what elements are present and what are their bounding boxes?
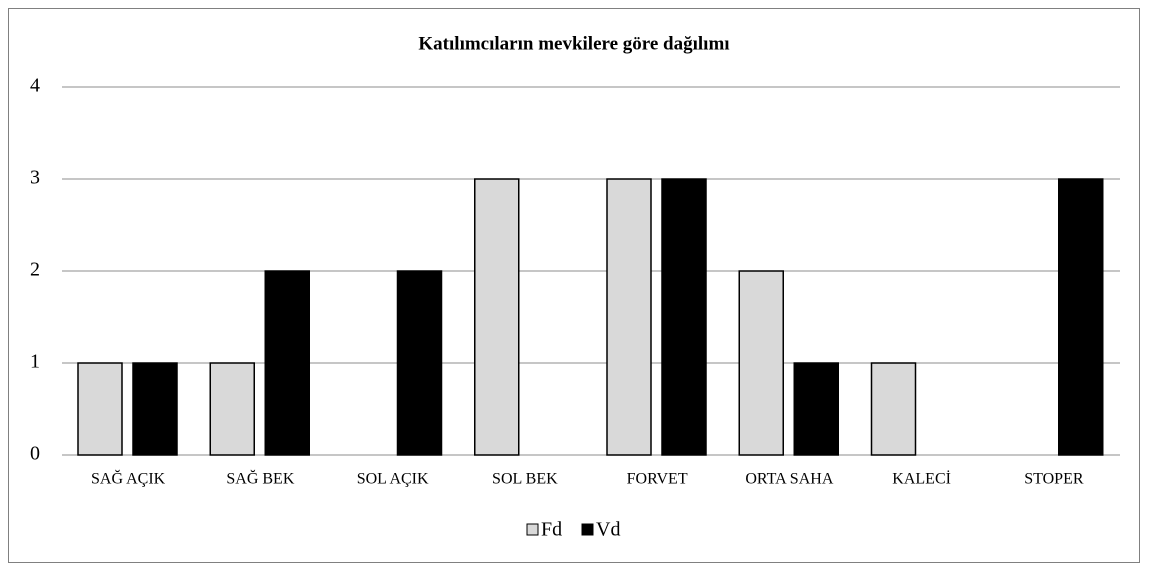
bar <box>396 270 443 456</box>
bar <box>77 362 123 456</box>
bar <box>264 270 310 456</box>
x-tick-label: SAĞ BEK <box>226 469 294 488</box>
x-tick-label: KALECİ <box>892 470 951 488</box>
y-tick-label: 0 <box>30 443 40 465</box>
x-tick-label: SOL BEK <box>492 471 558 488</box>
chart-title: Katılımcıların mevkilere göre dağılımı <box>418 33 729 54</box>
bar <box>1058 178 1104 456</box>
x-tick-label: ORTA SAHA <box>745 471 833 488</box>
y-tick-label: 3 <box>30 167 40 189</box>
legend-label: Fd <box>541 519 562 541</box>
y-tick-label: 2 <box>30 259 40 281</box>
x-tick-label: SAĞ AÇIK <box>91 469 166 488</box>
x-tick-label: FORVET <box>627 471 688 488</box>
y-tick-label: 4 <box>30 75 40 97</box>
chart-border <box>8 8 1140 563</box>
legend-label: Vd <box>596 519 620 541</box>
bar <box>793 362 839 456</box>
bar <box>870 362 917 456</box>
bar <box>132 362 178 456</box>
x-tick-label: SOL AÇIK <box>357 471 429 488</box>
y-tick-label: 1 <box>30 351 40 373</box>
bar <box>209 362 255 456</box>
bar <box>738 270 784 456</box>
bar <box>661 178 707 456</box>
bar <box>606 178 652 456</box>
bar <box>474 178 520 456</box>
legend-swatch <box>526 523 539 536</box>
legend-swatch <box>581 523 594 536</box>
x-tick-label: STOPER <box>1024 471 1084 488</box>
